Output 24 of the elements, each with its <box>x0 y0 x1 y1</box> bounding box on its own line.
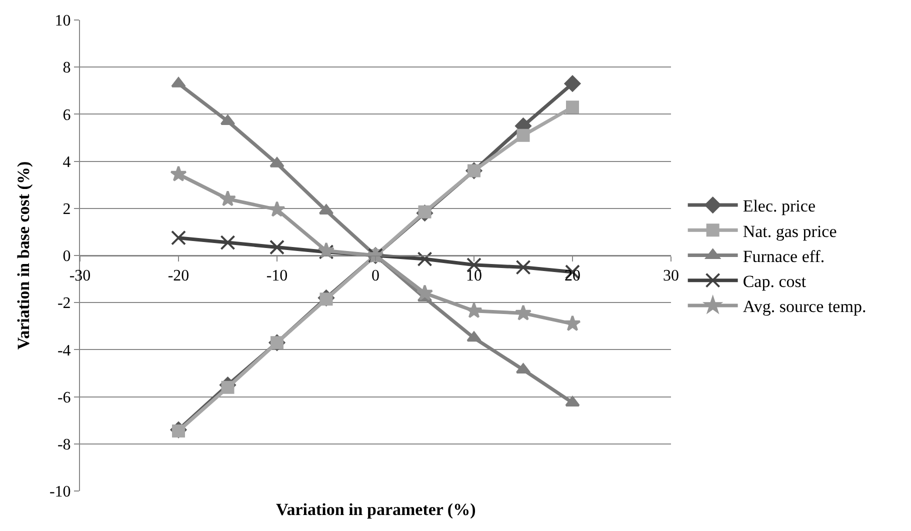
x-axis-title: Variation in parameter (%) <box>276 500 476 519</box>
x-tick-label: 30 <box>663 268 679 285</box>
y-tick-label: 4 <box>62 154 71 171</box>
legend-label: Elec. price <box>742 196 816 216</box>
y-axis-title: Variation in base cost (%) <box>14 161 34 350</box>
y-tick-label: 2 <box>62 201 71 218</box>
x-tick-label: -30 <box>69 268 91 285</box>
legend-label: Cap. cost <box>742 272 806 291</box>
y-tick-label: 6 <box>62 106 71 124</box>
y-tick-label: -6 <box>57 389 71 406</box>
y-tick-label: -8 <box>57 436 71 454</box>
y-tick-label: 10 <box>54 12 71 30</box>
y-tick-label: 8 <box>62 60 71 77</box>
x-tick-label: 10 <box>466 268 482 285</box>
x-tick-label: -10 <box>266 268 288 285</box>
x-tick-label: -20 <box>168 268 190 285</box>
x-tick-label: 0 <box>372 268 380 285</box>
legend-label: Nat. gas price <box>742 222 837 241</box>
legend-label: Furnace eff. <box>742 246 825 266</box>
y-tick-label: -10 <box>49 484 71 501</box>
legend-label: Avg. source temp. <box>742 297 866 316</box>
y-tick-label: -2 <box>57 295 71 312</box>
y-tick-label: -4 <box>57 342 71 360</box>
y-tick-label: 0 <box>62 248 71 266</box>
